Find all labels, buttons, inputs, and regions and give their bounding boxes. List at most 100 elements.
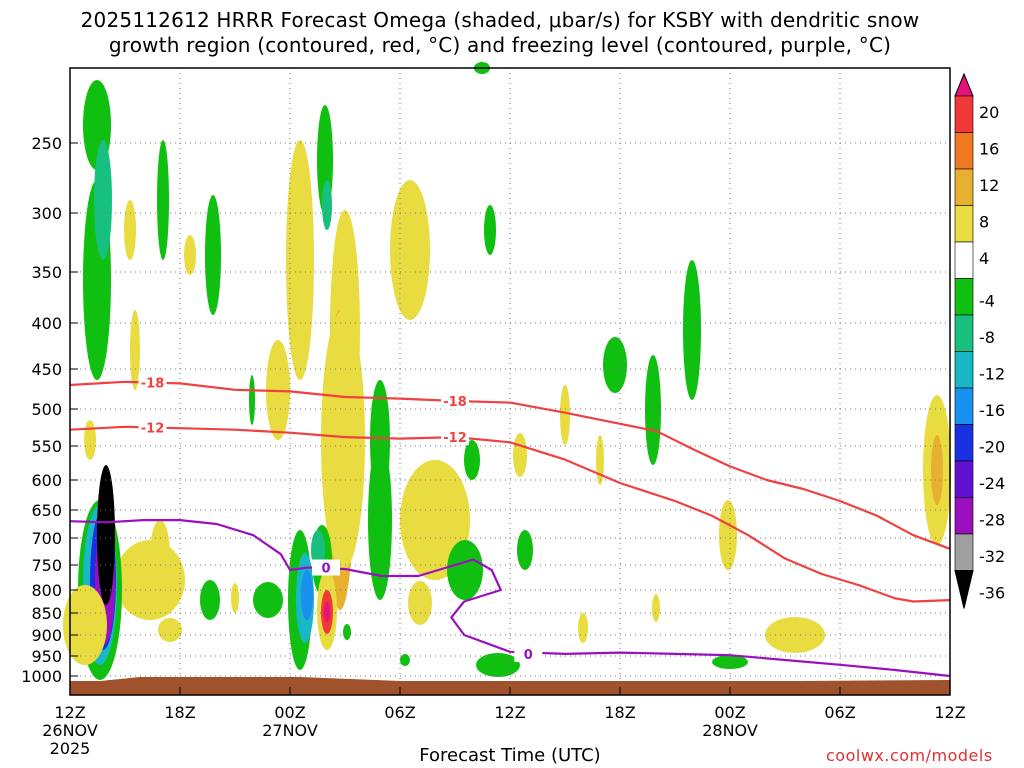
colorbar-top-arrow [954, 72, 974, 97]
omega-shade-area [200, 580, 220, 620]
y-tick-label: 300 [31, 204, 62, 223]
contour-label-bg [312, 559, 340, 576]
omega-shade-area [150, 520, 170, 590]
colorbar-tick-label: -24 [979, 474, 1005, 493]
grid-lines [69, 68, 951, 695]
omega-shade-area [484, 205, 496, 255]
omega-shade-area [157, 140, 169, 260]
contour-label-bg [441, 429, 469, 446]
contour-label: -18 [141, 377, 165, 392]
chart-title-line-2: growth region (contoured, red, °C) and f… [108, 33, 892, 57]
colorbar-segment [954, 460, 974, 498]
x-tick-label: 00Z [274, 703, 305, 722]
omega-shade-area [322, 180, 332, 230]
contour-label: -18 [443, 395, 467, 410]
omega-shade-area [408, 581, 432, 625]
omega-shade-area [652, 594, 660, 622]
colorbar-segment [954, 95, 974, 133]
y-tick-label: 250 [31, 134, 62, 153]
contour-lines: -18 -18 -12 -12 0 0 [69, 374, 951, 678]
y-tick-label: 550 [31, 437, 62, 456]
y-tick-label: 800 [31, 581, 62, 600]
omega-shade-area [578, 613, 588, 643]
x-tick-label: 06Z [384, 703, 415, 722]
y-tick-label: 600 [31, 471, 62, 490]
y-axis: 250 300 350 400 450 500 550 600 650 700 750 800 850 9… [21, 134, 78, 686]
y-tick-label: 500 [31, 400, 62, 419]
x-tick-label: 12Z [494, 703, 525, 722]
colorbar-segment [954, 387, 974, 425]
colorbar-segment [954, 424, 974, 462]
colorbar-tick-label: 8 [979, 213, 989, 232]
omega-shade-area [97, 465, 115, 605]
contour-line-minus18 [69, 380, 951, 550]
colorbar-segment [954, 168, 974, 206]
omega-shade-area [400, 654, 410, 666]
colorbar-segment [954, 497, 974, 535]
colorbar: 20 16 12 8 4 -4 -8 -12 -16 -20 -24 -28 -32 -36 [954, 72, 1005, 609]
x-year-label: 2025 [50, 739, 91, 758]
omega-shading [63, 62, 951, 680]
colorbar-tick-label: 12 [979, 176, 999, 195]
omega-shade-area [390, 180, 430, 320]
omega-shade-area [130, 310, 140, 390]
y-tick-label: 650 [31, 501, 62, 520]
x-axis-label: Forecast Time (UTC) [419, 745, 601, 766]
y-tick-label: 1000 [21, 667, 62, 686]
omega-shade-area [712, 655, 748, 669]
omega-shade-area [158, 618, 182, 642]
omega-shade-area [184, 235, 196, 275]
colorbar-tick-label: -36 [979, 584, 1005, 603]
omega-shade-area [124, 200, 136, 260]
colorbar-tick-label: -8 [979, 328, 995, 347]
y-tick-label: 350 [31, 263, 62, 282]
x-date-label: 28NOV [702, 721, 758, 740]
omega-shade-area [513, 433, 527, 477]
contour-label: -12 [443, 431, 467, 446]
omega-shade-area [603, 337, 627, 393]
colorbar-tick-label: 4 [979, 249, 989, 268]
colorbar-tick-label: -4 [979, 292, 995, 311]
omega-shade-area [683, 260, 701, 400]
colorbar-segment [954, 278, 974, 316]
contour-label: -12 [141, 422, 165, 437]
omega-shade-area [301, 570, 313, 620]
omega-shade-area [249, 375, 255, 425]
omega-shade-area [63, 585, 107, 665]
colorbar-segment [954, 314, 974, 352]
x-tick-label: 18Z [604, 703, 635, 722]
contour-label-bg [138, 419, 167, 436]
y-tick-label: 700 [31, 529, 62, 548]
x-tick-label: 12Z [934, 703, 965, 722]
y-tick-label: 400 [31, 314, 62, 333]
y-tick-label: 450 [31, 360, 62, 379]
chart-title-line-1: 2025112612 HRRR Forecast Omega (shaded, … [80, 8, 920, 32]
omega-shade-area [324, 602, 330, 622]
colorbar-bottom-arrow [954, 570, 974, 609]
x-tick-label: 00Z [714, 703, 745, 722]
y-tick-label: 750 [31, 556, 62, 575]
x-tick-label: 06Z [824, 703, 855, 722]
omega-shade-area [464, 440, 480, 480]
x-date-label: 27NOV [262, 721, 318, 740]
site-credit[interactable]: coolwx.com/models [826, 746, 993, 765]
colorbar-tick-label: -16 [979, 401, 1005, 420]
contour-label: 0 [524, 648, 533, 663]
y-tick-label: 950 [31, 647, 62, 666]
omega-shade-area [931, 435, 943, 505]
omega-shade-area [476, 653, 520, 677]
colorbar-segment [954, 241, 974, 279]
x-tick-label: 18Z [164, 703, 195, 722]
contour-label: 0 [321, 562, 330, 577]
contour-label-bg [514, 645, 543, 662]
contour-line-minus12 [69, 425, 951, 603]
omega-shade-area [84, 420, 96, 460]
contour-label-bg [441, 393, 469, 409]
omega-shade-area [286, 140, 314, 380]
omega-shade-area [94, 140, 112, 260]
colorbar-tick-label: -32 [979, 547, 1005, 566]
colorbar-tick-label: 16 [979, 140, 999, 159]
colorbar-segment [954, 205, 974, 243]
